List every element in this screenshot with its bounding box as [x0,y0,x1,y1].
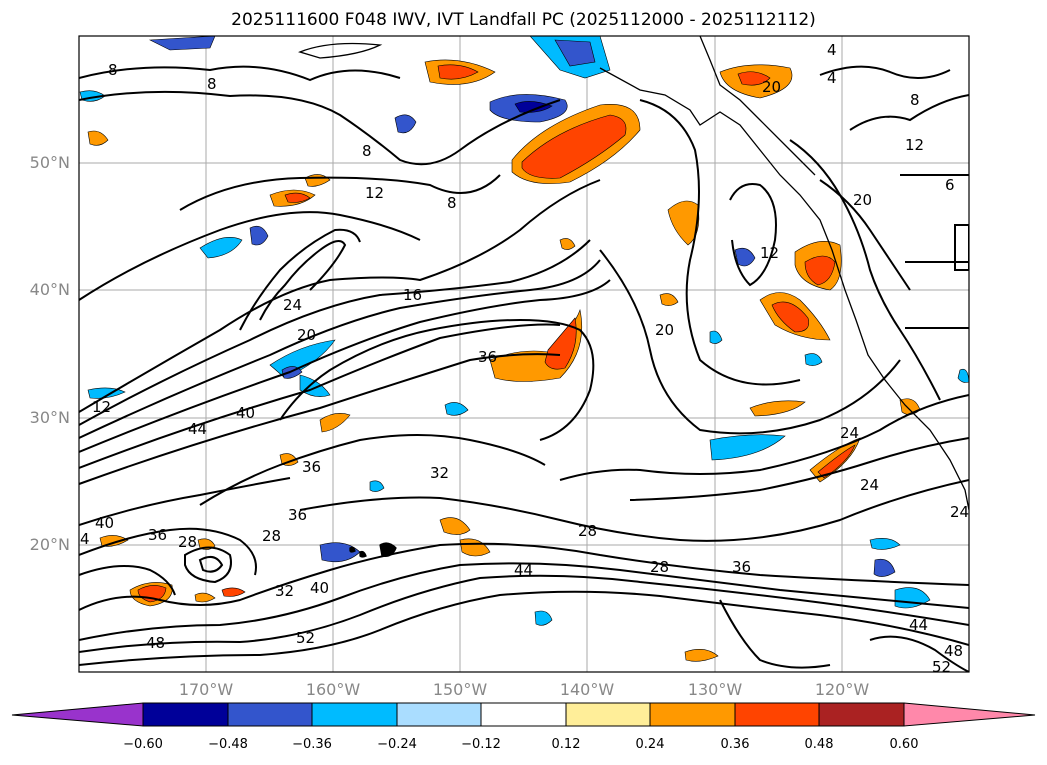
contour-label: 44 [909,616,928,634]
contour-label: 8 [207,75,217,93]
colorbar-tick-label: −0.60 [123,737,163,752]
colorbar-bin [311,702,398,727]
contour-label: 32 [275,582,294,600]
contour-label: 44 [188,420,207,438]
contour-label: 4 [827,41,837,59]
coastlines [298,36,969,558]
lat-label: 30°N [29,408,70,427]
colorbar-tick-label: −0.36 [292,737,332,752]
contour-label: 24 [840,424,859,442]
contour-label: 20 [853,191,872,209]
contour-label: 12 [365,184,384,202]
contour-label: 52 [296,629,315,647]
contour-label: 36 [148,526,167,544]
contour-label: 40 [95,514,114,532]
contour-label: 52 [932,658,951,676]
contour-label: 36 [732,558,751,576]
positive-anomaly-shading [87,59,921,662]
colorbar-bin [142,702,229,727]
colorbar-bin [818,702,905,727]
contour-label: 48 [944,642,963,660]
colorbar-tick-label: 0.36 [720,737,750,752]
colorbar-bin [649,702,736,727]
colorbar-bin [734,702,820,727]
contour-label: 16 [403,286,422,304]
colorbar-tick-label: 0.48 [804,737,834,752]
contour-label: 48 [146,634,165,652]
lat-label: 40°N [29,280,70,299]
contour-label: 24 [860,476,879,494]
contour-label: 36 [478,348,497,366]
contour-label: 20 [655,321,674,339]
contour-label: 20 [762,78,781,96]
colorbar-extend-high [903,702,1036,727]
colorbar-tick-label: 0.24 [635,737,665,752]
lat-label: 20°N [29,535,70,554]
colorbar [11,702,1036,727]
contour-label: 40 [310,579,329,597]
contour-label: 12 [92,398,111,416]
lat-label: 50°N [29,153,70,172]
contour-label: 28 [178,533,197,551]
contour-label: 24 [283,296,302,314]
contour-label: 24 [950,503,969,521]
negative-anomaly-shading [79,36,969,626]
map-frame [78,35,970,673]
colorbar-bin [565,702,651,727]
contour-label: 40 [236,404,255,422]
colorbar-bin [396,702,482,727]
contour-label: 6 [945,176,955,194]
contour-label: 44 [514,561,533,579]
lon-label: 170°W [178,680,234,699]
contour-label: 28 [650,558,669,576]
colorbar-bin [227,702,313,727]
contour-label: 36 [302,458,321,476]
map-title: 2025111600 F048 IWV, IVT Landfall PC (20… [231,10,816,30]
contour-label-layer: 8 8 8 8 4 4 8 12 12 12 16 20 20 24 24 24… [80,41,969,676]
contour-label: 8 [362,142,372,160]
contour-label: 28 [262,527,281,545]
colorbar-tick-label: −0.12 [461,737,501,752]
iwv-contours [79,65,969,672]
contour-label: 20 [297,326,316,344]
colorbar-tick-label: 0.12 [551,737,581,752]
lon-label: 120°W [814,680,870,699]
contour-label: 8 [447,194,457,212]
contour-label: 8 [910,91,920,109]
contour-label: 8 [108,61,118,79]
contour-label: 12 [905,136,924,154]
colorbar-tick-label: −0.48 [208,737,248,752]
contour-label: 4 [80,530,90,548]
lon-label: 150°W [432,680,488,699]
lon-label: 130°W [687,680,743,699]
contour-label: 32 [430,464,449,482]
colorbar-tick-label: −0.24 [377,737,417,752]
lon-label: 160°W [305,680,361,699]
contour-label: 4 [827,69,837,87]
colorbar-tick-label: 0.60 [889,737,919,752]
colorbar-bin [480,702,567,727]
contour-label: 12 [760,244,779,262]
colorbar-extend-low [11,702,144,727]
contour-label: 28 [578,522,597,540]
lon-label: 140°W [559,680,615,699]
contour-label: 36 [288,506,307,524]
